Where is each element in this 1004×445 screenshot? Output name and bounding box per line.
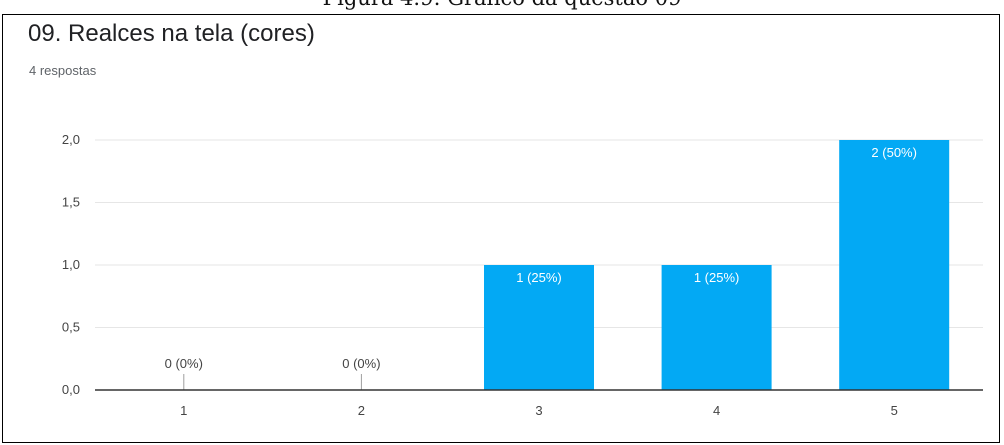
- x-tick-label: 4: [713, 403, 720, 418]
- x-tick-label: 5: [891, 403, 898, 418]
- bar: [839, 140, 950, 390]
- data-label: 0 (0%): [342, 356, 380, 371]
- y-tick-label: 0,5: [62, 320, 80, 335]
- figure-caption: Figura 4.9: Gráfico da questão 09: [0, 0, 1004, 14]
- data-label: 2 (50%): [871, 145, 917, 160]
- response-count: 4 respostas: [29, 63, 97, 78]
- chart-title: 09. Realces na tela (cores): [28, 20, 315, 47]
- y-tick-label: 1,5: [62, 195, 80, 210]
- data-label: 1 (25%): [694, 270, 740, 285]
- x-tick-label: 1: [180, 403, 187, 418]
- y-tick-label: 0,0: [62, 382, 80, 397]
- y-tick-label: 1,0: [62, 257, 80, 272]
- data-label: 0 (0%): [165, 356, 203, 371]
- x-tick-label: 2: [358, 403, 365, 418]
- x-tick-label: 3: [535, 403, 542, 418]
- y-tick-label: 2,0: [62, 132, 80, 147]
- bar: [661, 265, 772, 390]
- bar: [484, 265, 594, 390]
- data-label: 1 (25%): [516, 270, 562, 285]
